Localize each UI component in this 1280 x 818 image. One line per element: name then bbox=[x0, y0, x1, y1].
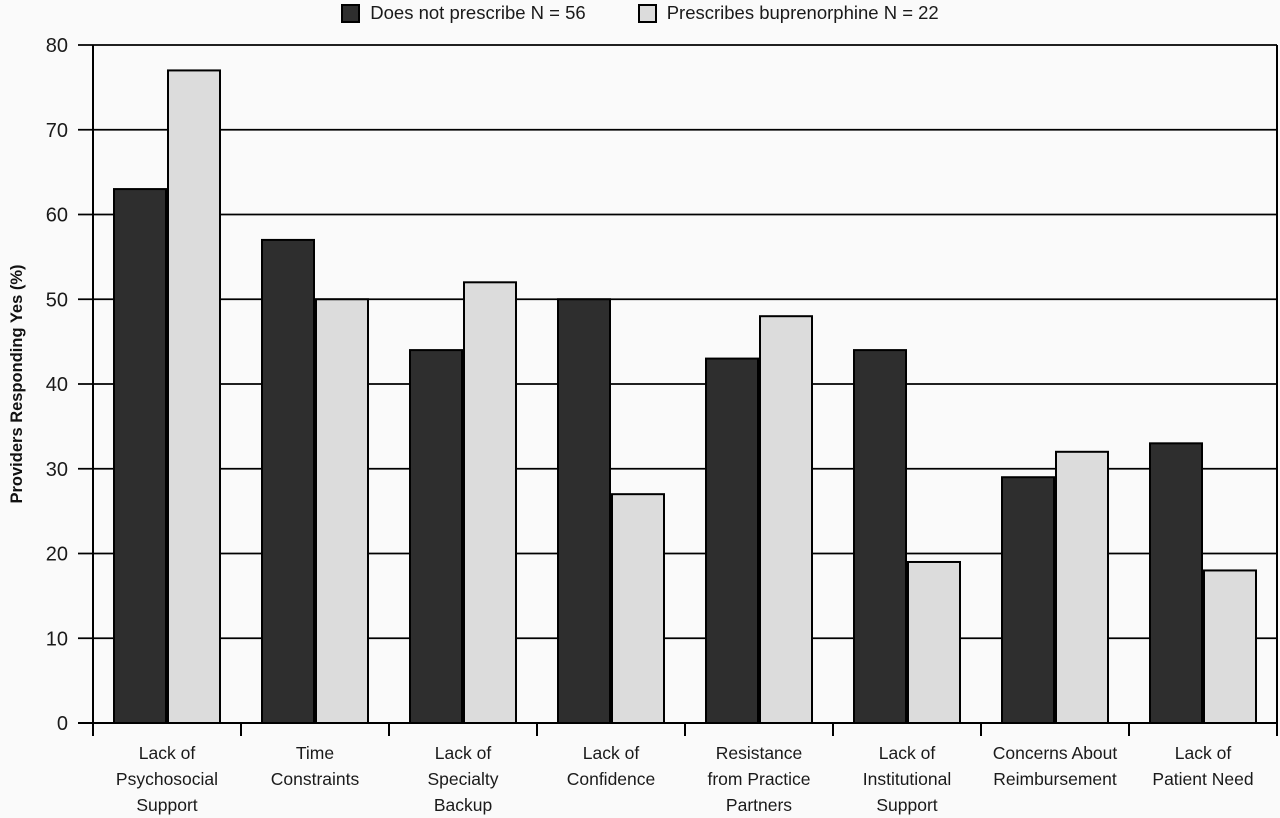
legend-swatch-dark bbox=[341, 3, 361, 23]
y-tick-label-50: 50 bbox=[46, 289, 68, 311]
x-category-label: Specialty bbox=[427, 769, 498, 789]
x-category-label: Psychosocial bbox=[116, 769, 218, 789]
bar-light-6 bbox=[1055, 450, 1109, 724]
legend-label-does-not-prescribe: Does not prescribe N = 56 bbox=[370, 2, 586, 23]
bar-light-4 bbox=[759, 315, 813, 724]
y-tick-label-40: 40 bbox=[46, 374, 68, 396]
x-category-label: Reimbursement bbox=[993, 769, 1117, 789]
bar-dark-7 bbox=[1149, 442, 1203, 724]
x-category-label: Time bbox=[296, 743, 334, 763]
legend-item-prescribes: Prescribes buprenorphine N = 22 bbox=[637, 2, 939, 24]
bar-dark-0 bbox=[113, 188, 167, 724]
bar-light-5 bbox=[907, 560, 961, 724]
bar-light-1 bbox=[315, 298, 369, 724]
bar-dark-2 bbox=[409, 349, 463, 724]
x-category-label: Institutional bbox=[863, 769, 952, 789]
y-tick-label-20: 20 bbox=[46, 544, 68, 566]
bar-dark-6 bbox=[1001, 476, 1055, 724]
bar-dark-4 bbox=[705, 357, 759, 724]
bar-light-2 bbox=[463, 281, 517, 724]
x-category-label: Lack of bbox=[879, 743, 936, 763]
x-category-label: Support bbox=[876, 795, 937, 815]
x-category-label: Resistance bbox=[716, 743, 803, 763]
x-category-label: from Practice bbox=[707, 769, 810, 789]
x-category-label: Lack of bbox=[435, 743, 492, 763]
x-category-label: Lack of bbox=[139, 743, 196, 763]
legend-label-prescribes: Prescribes buprenorphine N = 22 bbox=[666, 2, 939, 23]
x-category-label: Backup bbox=[434, 795, 492, 815]
legend: Does not prescribe N = 56 Prescribes bup… bbox=[0, 2, 1280, 24]
y-tick-label-70: 70 bbox=[46, 120, 68, 142]
y-tick-label-60: 60 bbox=[46, 205, 68, 227]
x-category-label: Constraints bbox=[271, 769, 360, 789]
bar-light-0 bbox=[167, 69, 221, 725]
legend-swatch-light bbox=[637, 3, 657, 23]
x-category-label: Support bbox=[136, 795, 197, 815]
y-tick-label-80: 80 bbox=[46, 35, 68, 57]
legend-item-does-not-prescribe: Does not prescribe N = 56 bbox=[341, 2, 586, 24]
bar-dark-1 bbox=[261, 238, 315, 725]
bar-light-7 bbox=[1203, 569, 1257, 725]
x-category-label: Patient Need bbox=[1152, 769, 1253, 789]
bar-light-3 bbox=[611, 493, 665, 724]
x-category-label: Concerns About bbox=[993, 743, 1118, 763]
x-category-label: Confidence bbox=[567, 769, 656, 789]
x-category-label: Lack of bbox=[1175, 743, 1232, 763]
x-category-label: Lack of bbox=[583, 743, 640, 763]
bar-dark-3 bbox=[557, 298, 611, 724]
y-axis-title: Providers Responding Yes (%) bbox=[8, 264, 26, 503]
y-tick-label-10: 10 bbox=[46, 628, 68, 650]
y-tick-label-30: 30 bbox=[46, 459, 68, 481]
bar-dark-5 bbox=[853, 349, 907, 724]
x-category-label: Partners bbox=[726, 795, 792, 815]
y-tick-label-0: 0 bbox=[57, 713, 68, 735]
